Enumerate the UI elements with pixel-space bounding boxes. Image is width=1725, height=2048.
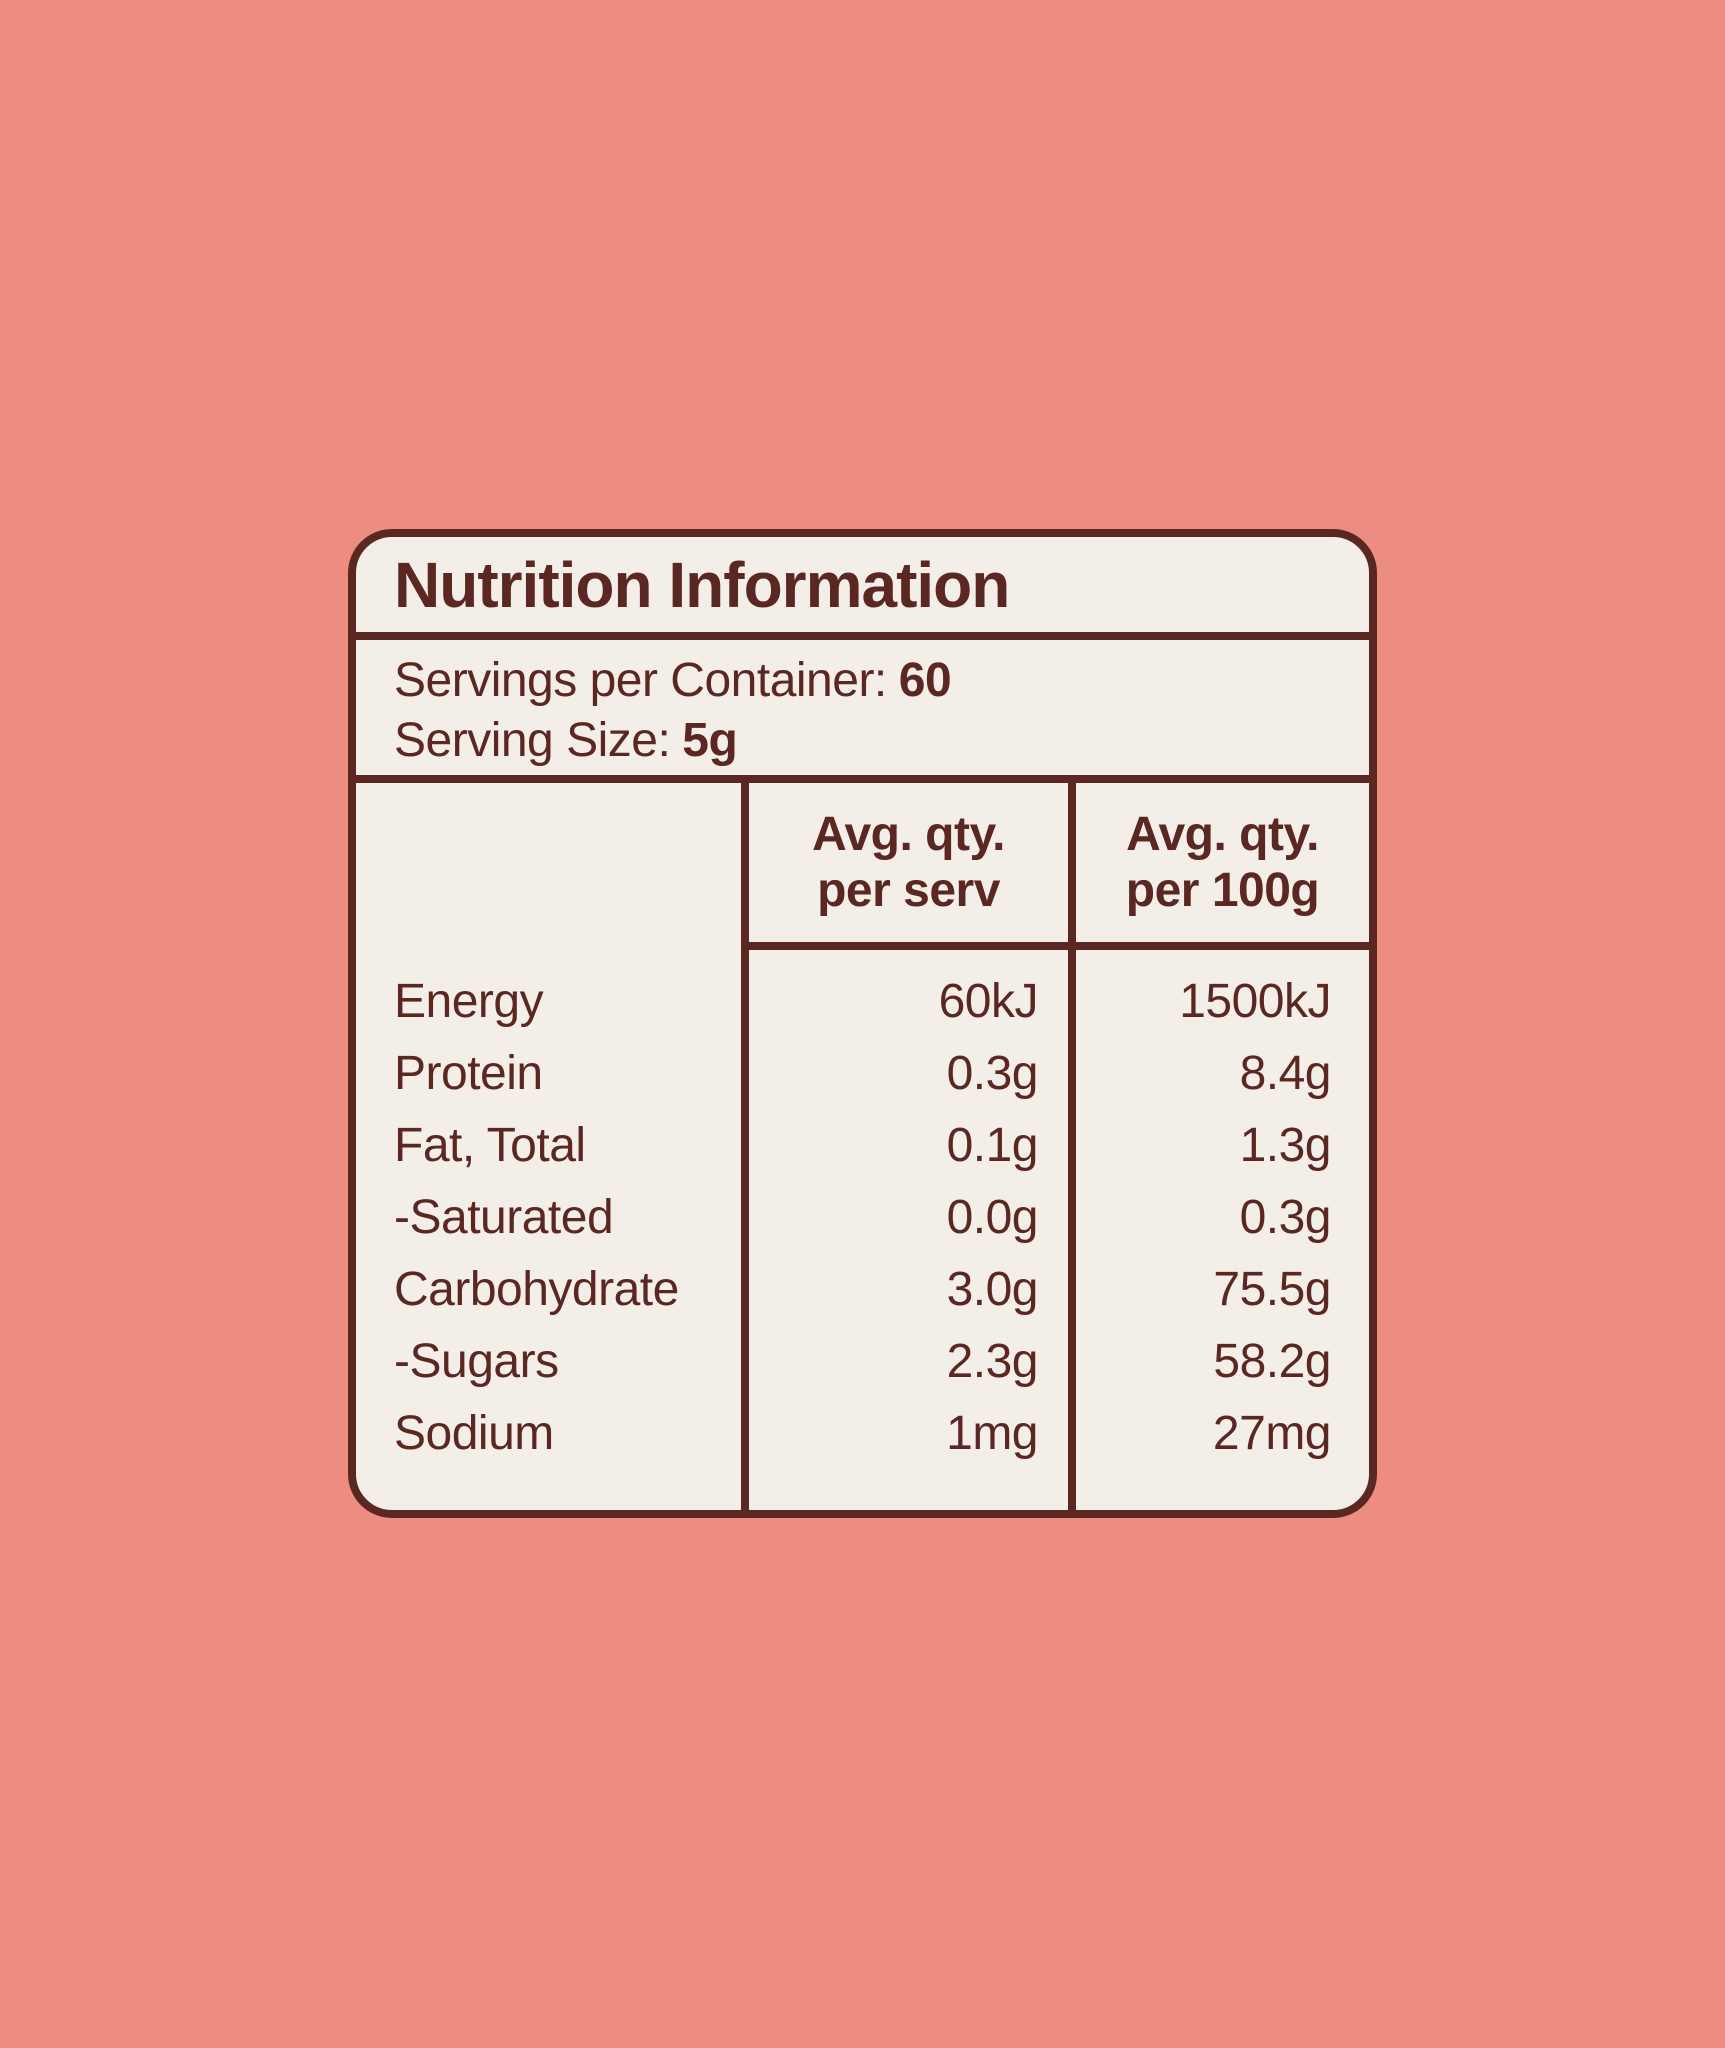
row-value-saturated-per-serv: 0.0g (946, 1190, 1039, 1244)
row-value-fat-total-per-serv: 0.1g (946, 1118, 1039, 1172)
row-value-protein-per-100g: 8.4g (1239, 1046, 1332, 1100)
row-value-carbohydrate-per-serv: 3.0g (946, 1262, 1039, 1316)
row-value-saturated-per-100g: 0.3g (1239, 1190, 1332, 1244)
nutrition-table: Avg. qty. per serv Avg. qty. per 100g En… (356, 783, 1369, 1510)
serving-size-label: Serving Size: (394, 714, 671, 767)
row-value-energy-per-100g: 1500kJ (1179, 974, 1331, 1028)
nutrition-label-card: Nutrition Information Servings per Conta… (348, 529, 1377, 1518)
serving-size-line: Serving Size: 5g (394, 711, 1369, 771)
column-header-per-100g-line1: Avg. qty. (1126, 807, 1319, 861)
row-value-energy-per-serv: 60kJ (938, 974, 1039, 1028)
servings-per-container-label: Servings per Container: (394, 654, 887, 707)
serving-size-value: 5g (682, 714, 738, 767)
row-value-sugars-per-serv: 2.3g (946, 1334, 1039, 1388)
row-name-protein: Protein (394, 1046, 543, 1100)
column-divider-2 (1068, 783, 1076, 1510)
column-header-per-100g-line2: per 100g (1125, 863, 1320, 917)
servings-per-container-value: 60 (898, 654, 952, 707)
column-header-per-100g: Avg. qty. per 100g (1076, 783, 1369, 942)
row-name-sugars: -Sugars (394, 1334, 559, 1388)
row-value-protein-per-serv: 0.3g (946, 1046, 1039, 1100)
row-name-energy: Energy (394, 974, 544, 1028)
row-value-sugars-per-100g: 58.2g (1213, 1334, 1331, 1388)
title-section: Nutrition Information (356, 537, 1369, 640)
row-value-sodium-per-100g: 27mg (1212, 1406, 1332, 1460)
page-title: Nutrition Information (394, 548, 1010, 621)
row-value-sodium-per-serv: 1mg (946, 1406, 1038, 1460)
row-name-fat-total: Fat, Total (394, 1118, 586, 1172)
column-header-per-serv-line1: Avg. qty. (812, 807, 1005, 861)
row-value-carbohydrate-per-100g: 75.5g (1213, 1262, 1331, 1316)
header-underline (741, 942, 1369, 950)
row-name-sodium: Sodium (394, 1406, 554, 1460)
column-header-per-serv-line2: per serv (817, 863, 1000, 917)
servings-per-container-line: Servings per Container: 60 (394, 651, 1369, 711)
row-value-fat-total-per-100g: 1.3g (1239, 1118, 1332, 1172)
row-name-saturated: -Saturated (394, 1190, 614, 1244)
column-divider-1 (741, 783, 749, 1510)
column-header-per-serv: Avg. qty. per serv (749, 783, 1068, 942)
servings-section: Servings per Container: 60 Serving Size: 5… (356, 640, 1369, 783)
row-name-carbohydrate: Carbohydrate (394, 1262, 679, 1316)
